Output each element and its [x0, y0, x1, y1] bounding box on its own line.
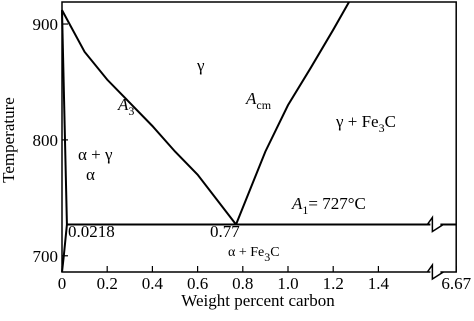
annotation: γ: [196, 56, 205, 75]
annotation-tail: = 727°C: [308, 194, 365, 213]
annotation-text: A: [291, 194, 303, 213]
annotation-tail: C: [385, 112, 396, 131]
annotation: γ + Fe3C: [335, 112, 396, 135]
annotation-subscript: 3: [128, 104, 134, 118]
x-tick-label: 0: [58, 274, 67, 293]
axis-break: [426, 262, 444, 281]
annotation-tail: C: [270, 245, 279, 260]
x-tick-label: 0.8: [232, 274, 253, 293]
phase-boundary: [61, 9, 237, 226]
y-tick-label: 700: [33, 247, 59, 266]
y-tick-label: 800: [33, 131, 59, 150]
annotation-text: α: [86, 165, 95, 184]
annotation-subscript: 3: [264, 250, 270, 264]
x-tick-label: 1.2: [323, 274, 344, 293]
y-tick-label: 900: [33, 15, 59, 34]
x-tick-label: 6.67: [441, 274, 471, 293]
x-tick-label: 0.6: [187, 274, 208, 293]
annotation: A3: [117, 95, 134, 118]
phase-boundary: [61, 10, 68, 225]
annotation: α + Fe3C: [228, 245, 280, 264]
annotation: Acm: [245, 89, 272, 112]
annotation: α: [86, 165, 95, 184]
annotation: α + γ: [78, 145, 113, 164]
axis-break-gap: [430, 269, 441, 275]
annotation-text: A: [245, 89, 257, 108]
axis-break-gap: [430, 221, 441, 228]
x-tick-label: 0.4: [142, 274, 164, 293]
y-axis-title: Temperature: [0, 97, 18, 183]
annotation-subscript: 3: [379, 121, 385, 135]
plot-frame: [61, 1, 457, 273]
x-tick-label: 0.2: [97, 274, 118, 293]
phase-boundary: [235, 1, 350, 225]
annotation-subscript: 1: [302, 203, 308, 217]
phase-boundary: [61, 224, 68, 273]
annotation: 0.0218: [68, 222, 115, 241]
annotation: A1= 727°C: [291, 194, 366, 217]
axis-break: [426, 215, 444, 233]
annotation-text: 0.77: [210, 222, 240, 241]
annotation-text: γ: [196, 56, 205, 75]
annotation-text: α + γ: [78, 145, 113, 164]
x-tick-label: 1.0: [277, 274, 298, 293]
annotation-text: 0.0218: [68, 222, 115, 241]
annotation-text: A: [117, 95, 129, 114]
annotation: 0.77: [210, 222, 240, 241]
x-axis-title: Weight percent carbon: [181, 291, 335, 310]
x-tick-label: 1.4: [368, 274, 390, 293]
annotation-text: α + Fe: [228, 245, 264, 260]
annotation-text: γ + Fe: [335, 112, 379, 131]
annotation-subscript: cm: [256, 98, 271, 112]
